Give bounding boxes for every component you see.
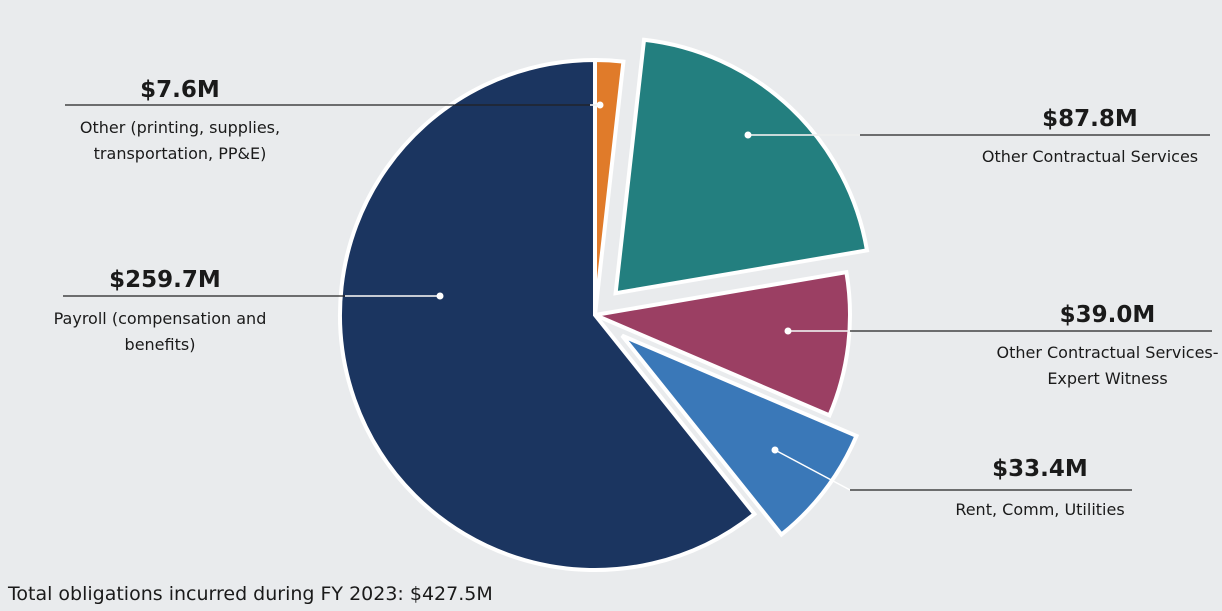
- category-label: Other Contractual Services: [981, 147, 1199, 166]
- value-label: $259.7M: [109, 267, 221, 293]
- leader-line: [774, 449, 851, 491]
- value-label: $7.6M: [140, 77, 220, 103]
- category-label: Other (printing, supplies, transportatio…: [79, 118, 281, 163]
- category-label: Other Contractual Services-Expert Witnes…: [996, 343, 1219, 388]
- value-label: $87.8M: [1042, 106, 1138, 132]
- leader-dot: [771, 446, 779, 454]
- value-label: $33.4M: [992, 456, 1088, 482]
- value-label: $39.0M: [1059, 302, 1156, 328]
- footnote: Total obligations incurred during FY 202…: [8, 583, 493, 605]
- pie-slice: [338, 57, 758, 572]
- pie-slice: [587, 269, 852, 418]
- category-label: Rent, Comm, Utilities: [955, 500, 1125, 519]
- pie-slice: [620, 333, 860, 538]
- category-label: Payroll (compensation and benefits): [53, 309, 267, 354]
- pie-slice: [613, 37, 870, 296]
